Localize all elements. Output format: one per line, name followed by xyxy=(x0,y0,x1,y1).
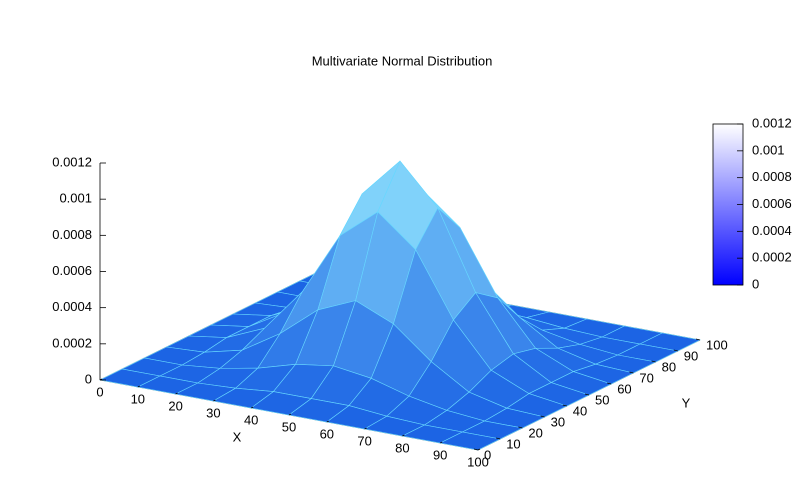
x-tick xyxy=(402,434,405,437)
z-tick-label: 0.0006 xyxy=(52,263,92,278)
colorbar-tick-label: 0.0004 xyxy=(752,223,792,238)
x-axis-label: X xyxy=(233,429,242,444)
x-tick-label: 50 xyxy=(282,419,296,434)
x-tick-label: 90 xyxy=(433,447,447,462)
y-tick-label: 10 xyxy=(506,436,520,451)
x-tick xyxy=(213,399,216,402)
y-tick xyxy=(584,393,590,396)
x-tick xyxy=(288,413,292,416)
y-tick-label: 20 xyxy=(528,425,542,440)
surface xyxy=(99,160,701,451)
colorbar-tick-label: 0.0006 xyxy=(752,196,792,211)
x-tick-label: 60 xyxy=(320,426,334,441)
y-tick xyxy=(695,338,701,341)
y-tick xyxy=(473,448,479,451)
y-tick-label: 40 xyxy=(573,403,587,418)
y-axis-label: Y xyxy=(682,395,691,410)
y-tick xyxy=(518,426,523,429)
z-tick-label: 0.0004 xyxy=(52,299,92,314)
y-tick xyxy=(651,360,656,363)
y-tick-label: 80 xyxy=(662,359,676,374)
y-tick-label: 60 xyxy=(617,381,631,396)
axes: 0 0.0002 0.0004 0.0006 0.0008 0.001 0.0012 0 10 2… xyxy=(52,154,727,469)
y-tick xyxy=(496,437,501,440)
colorbar-tick-label: 0.0002 xyxy=(752,250,792,265)
z-tick-label: 0.001 xyxy=(59,191,92,206)
z-tick-label: 0.0012 xyxy=(52,154,92,169)
z-tick-label: 0.0008 xyxy=(52,227,92,242)
y-tick-label: 70 xyxy=(639,370,653,385)
x-tick xyxy=(326,420,329,423)
colorbar-tick-label: 0.001 xyxy=(752,142,785,157)
y-tick xyxy=(540,415,545,418)
colorbar-tick-label: 0 xyxy=(752,276,759,291)
y-tick-label: 100 xyxy=(706,337,728,352)
y-tick xyxy=(607,382,612,385)
x-tick-label: 70 xyxy=(357,433,371,448)
y-tick-label: 0 xyxy=(484,447,491,462)
x-tick xyxy=(477,448,481,451)
chart-title: Multivariate Normal Distribution xyxy=(312,53,493,68)
x-tick xyxy=(99,378,103,381)
x-tick-label: 100 xyxy=(467,454,489,469)
y-tick-label: 90 xyxy=(684,348,698,363)
z-tick-label: 0.0002 xyxy=(52,335,92,350)
x-tick-label: 0 xyxy=(96,384,103,399)
x-tick xyxy=(251,406,254,409)
y-tick xyxy=(629,371,634,374)
x-tick-label: 20 xyxy=(168,398,182,413)
x-tick-label: 10 xyxy=(131,391,145,406)
x-tick xyxy=(137,385,140,388)
y-tick-label: 30 xyxy=(551,414,565,429)
y-tick-label: 50 xyxy=(595,392,609,407)
x-tick-label: 30 xyxy=(206,405,220,420)
y-tick xyxy=(562,404,567,407)
colorbar-tick-label: 0.0012 xyxy=(752,115,792,130)
x-tick-label: 80 xyxy=(395,440,409,455)
x-tick-label: 40 xyxy=(244,412,258,427)
x-tick xyxy=(440,441,443,444)
z-tick-label: 0 xyxy=(85,371,92,386)
x-tick xyxy=(175,392,178,395)
x-tick xyxy=(364,427,367,430)
colorbar-tick-label: 0.0008 xyxy=(752,169,792,184)
y-tick xyxy=(673,349,678,352)
